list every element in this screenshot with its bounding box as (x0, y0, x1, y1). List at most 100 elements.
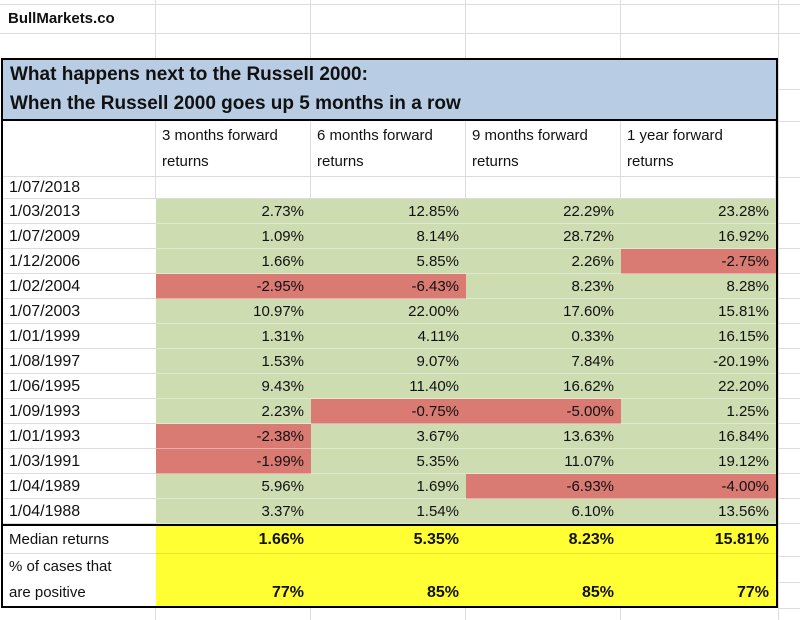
brand-cell[interactable]: BullMarkets.co (8, 10, 115, 27)
value-cell[interactable]: 13.63% (466, 424, 621, 449)
value-cell[interactable]: 11.07% (466, 449, 621, 474)
data-grid: 3 months forward returns 6 months forwar… (1, 121, 778, 524)
value-cell[interactable]: 6.10% (466, 499, 621, 524)
median-label[interactable]: Median returns (3, 526, 156, 554)
value-cell[interactable]: 9.07% (311, 349, 466, 374)
value-cell[interactable]: 10.97% (156, 299, 311, 324)
value-cell[interactable] (466, 177, 621, 199)
percent-positive-cell[interactable]: 77% (621, 554, 776, 606)
value-cell[interactable]: 9.43% (156, 374, 311, 399)
date-cell[interactable]: 1/07/2018 (3, 177, 156, 199)
gridline (779, 89, 800, 90)
value-cell[interactable]: 0.33% (466, 324, 621, 349)
table-row: 1/04/1989 5.96% 1.69% -6.93% -4.00% (3, 474, 776, 499)
value-cell[interactable]: 1.66% (156, 249, 311, 274)
value-cell[interactable]: 1.25% (621, 399, 776, 424)
percent-positive-label[interactable]: % of cases that are positive (3, 554, 156, 606)
value-cell[interactable]: -0.75% (311, 399, 466, 424)
value-cell[interactable]: 3.37% (156, 499, 311, 524)
column-header[interactable]: 1 year forward returns (621, 121, 776, 177)
table-row: 1/01/1993 -2.38% 3.67% 13.63% 16.84% (3, 424, 776, 449)
date-cell[interactable]: 1/06/1995 (3, 374, 156, 399)
corner-cell[interactable] (3, 121, 156, 177)
date-cell[interactable]: 1/04/1989 (3, 474, 156, 499)
value-cell[interactable]: 22.20% (621, 374, 776, 399)
value-cell[interactable]: 2.26% (466, 249, 621, 274)
value-cell[interactable]: -2.95% (156, 274, 311, 299)
value-cell[interactable]: -2.38% (156, 424, 311, 449)
date-cell[interactable]: 1/01/1999 (3, 324, 156, 349)
value-cell[interactable]: 5.96% (156, 474, 311, 499)
date-cell[interactable]: 1/08/1997 (3, 349, 156, 374)
column-header-row: 3 months forward returns 6 months forwar… (3, 121, 776, 177)
value-cell[interactable]: 8.28% (621, 274, 776, 299)
value-cell[interactable] (311, 177, 466, 199)
value-cell[interactable]: 12.85% (311, 199, 466, 224)
value-cell[interactable]: -5.00% (466, 399, 621, 424)
value-cell[interactable]: -2.75% (621, 249, 776, 274)
value-cell[interactable]: 8.23% (466, 274, 621, 299)
date-cell[interactable]: 1/07/2009 (3, 224, 156, 249)
median-value-cell[interactable]: 8.23% (466, 526, 621, 554)
value-cell[interactable]: 23.28% (621, 199, 776, 224)
value-cell[interactable]: 22.00% (311, 299, 466, 324)
value-cell[interactable]: 1.09% (156, 224, 311, 249)
value-cell[interactable]: 5.35% (311, 449, 466, 474)
value-cell[interactable]: -1.99% (156, 449, 311, 474)
value-cell[interactable]: -6.93% (466, 474, 621, 499)
value-cell[interactable]: 16.92% (621, 224, 776, 249)
median-value-cell[interactable]: 15.81% (621, 526, 776, 554)
date-cell[interactable]: 1/12/2006 (3, 249, 156, 274)
value-cell[interactable]: 16.62% (466, 374, 621, 399)
table-row: 1/07/2003 10.97% 22.00% 17.60% 15.81% (3, 299, 776, 324)
median-value-cell[interactable]: 5.35% (311, 526, 466, 554)
date-cell[interactable]: 1/03/2013 (3, 199, 156, 224)
column-header[interactable]: 3 months forward returns (156, 121, 311, 177)
value-cell[interactable]: 13.56% (621, 499, 776, 524)
value-cell[interactable]: 16.84% (621, 424, 776, 449)
value-cell[interactable]: 17.60% (466, 299, 621, 324)
median-value-cell[interactable]: 1.66% (156, 526, 311, 554)
value-cell[interactable]: 11.40% (311, 374, 466, 399)
date-cell[interactable]: 1/07/2003 (3, 299, 156, 324)
value-cell[interactable]: 4.11% (311, 324, 466, 349)
value-cell[interactable]: 5.85% (311, 249, 466, 274)
value-cell[interactable]: 1.54% (311, 499, 466, 524)
value-cell[interactable]: 1.53% (156, 349, 311, 374)
results-table: What happens next to the Russell 2000: W… (1, 58, 778, 608)
value-cell[interactable]: 19.12% (621, 449, 776, 474)
value-cell[interactable]: 8.14% (311, 224, 466, 249)
date-cell[interactable]: 1/09/1993 (3, 399, 156, 424)
value-cell[interactable]: 2.23% (156, 399, 311, 424)
date-cell[interactable]: 1/04/1988 (3, 499, 156, 524)
value-cell[interactable]: 3.67% (311, 424, 466, 449)
gridline (779, 177, 800, 178)
summary-section: Median returns 1.66% 5.35% 8.23% 15.81% … (1, 524, 778, 608)
value-cell[interactable] (621, 177, 776, 199)
value-cell[interactable]: 15.81% (621, 299, 776, 324)
percent-positive-cell[interactable]: 85% (466, 554, 621, 606)
column-header[interactable]: 9 months forward returns (466, 121, 621, 177)
value-cell[interactable]: 7.84% (466, 349, 621, 374)
value-cell[interactable]: 1.31% (156, 324, 311, 349)
value-cell[interactable]: -20.19% (621, 349, 776, 374)
value-cell[interactable] (156, 177, 311, 199)
value-cell[interactable]: 22.29% (466, 199, 621, 224)
value-cell[interactable]: 16.15% (621, 324, 776, 349)
column-header[interactable]: 6 months forward returns (311, 121, 466, 177)
table-row: 1/07/2018 (3, 177, 776, 199)
table-row: 1/12/2006 1.66% 5.85% 2.26% -2.75% (3, 249, 776, 274)
date-cell[interactable]: 1/01/1993 (3, 424, 156, 449)
value-cell[interactable]: 1.69% (311, 474, 466, 499)
table-row: 1/07/2009 1.09% 8.14% 28.72% 16.92% (3, 224, 776, 249)
value-cell[interactable]: -4.00% (621, 474, 776, 499)
gridline (779, 582, 800, 583)
title-banner: What happens next to the Russell 2000: W… (1, 58, 778, 121)
percent-positive-cell[interactable]: 77% (156, 554, 311, 606)
percent-positive-cell[interactable]: 85% (311, 554, 466, 606)
date-cell[interactable]: 1/03/1991 (3, 449, 156, 474)
value-cell[interactable]: -6.43% (311, 274, 466, 299)
value-cell[interactable]: 28.72% (466, 224, 621, 249)
date-cell[interactable]: 1/02/2004 (3, 274, 156, 299)
value-cell[interactable]: 2.73% (156, 199, 311, 224)
